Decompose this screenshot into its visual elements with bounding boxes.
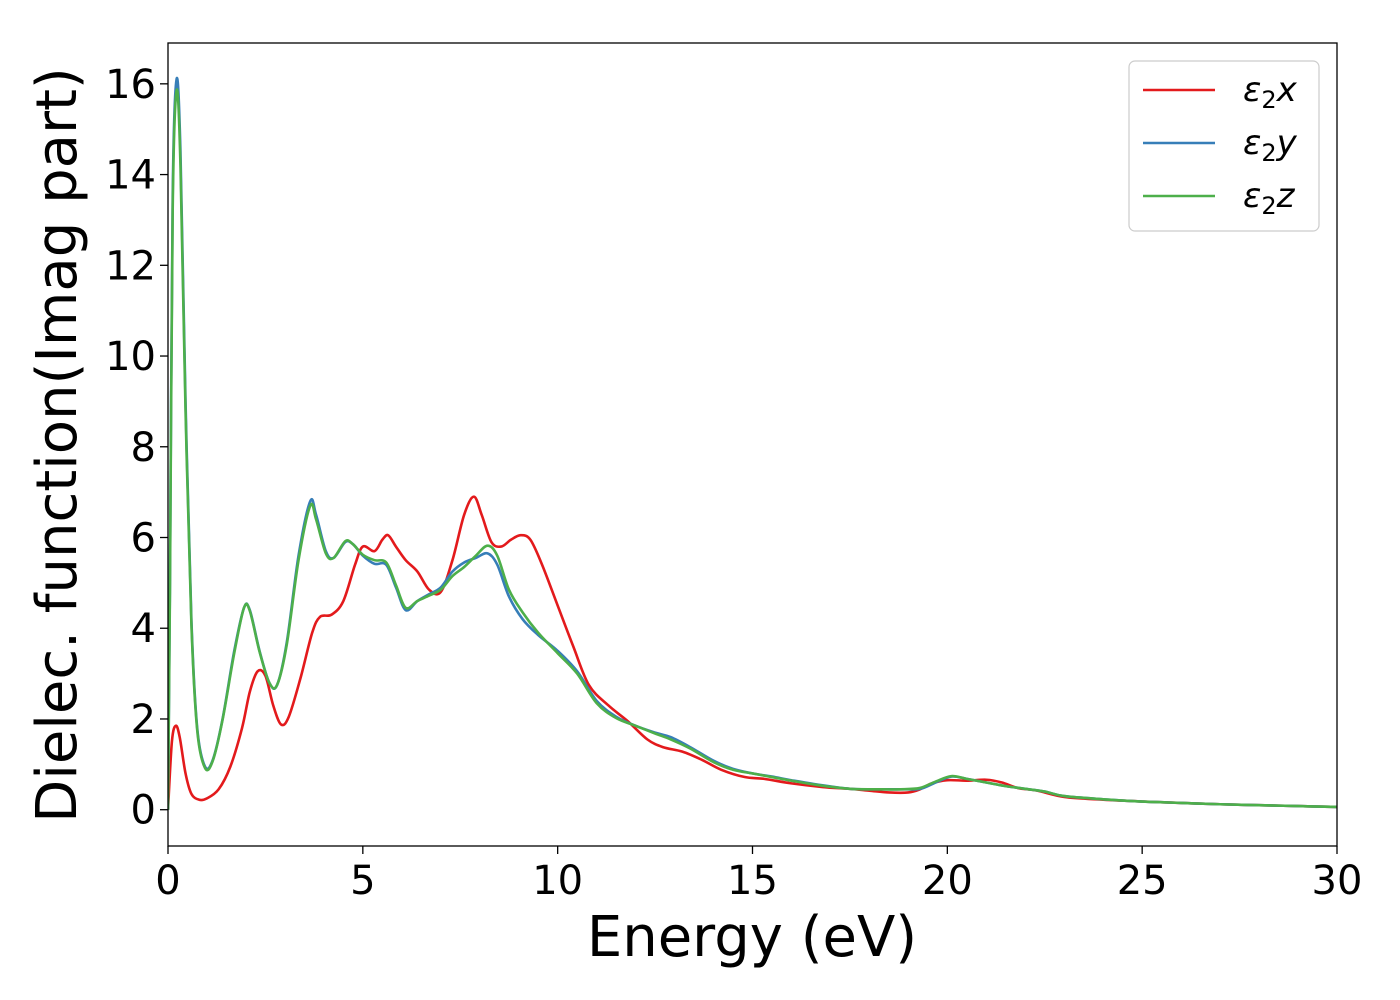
y-tick-label: 4 <box>131 606 156 652</box>
legend-box <box>1128 60 1320 232</box>
y-tick-label: 2 <box>131 697 156 743</box>
legend-label-epsilon2y: ε2y <box>1243 123 1298 167</box>
x-tick-label: 25 <box>1117 858 1168 904</box>
y-tick-label: 0 <box>131 788 156 834</box>
y-tick-label: 10 <box>105 334 156 380</box>
series-line-epsilon2x <box>168 495 1337 810</box>
x-axis-ticks: 0 5 10 15 20 25 30 <box>155 846 1362 904</box>
x-tick-label: 0 <box>155 858 180 904</box>
legend: ε2x ε2y ε2z <box>1128 60 1320 232</box>
y-tick-label: 12 <box>105 243 156 289</box>
x-tick-label: 30 <box>1312 858 1363 904</box>
legend-label-epsilon2x: ε2x <box>1243 70 1298 114</box>
legend-items: ε2x ε2y ε2z <box>1143 70 1298 220</box>
x-axis-title: Energy (eV) <box>587 905 917 970</box>
series-line-epsilon2z <box>168 88 1337 810</box>
series-layer <box>168 76 1337 810</box>
y-tick-label: 14 <box>105 153 156 199</box>
x-tick-label: 10 <box>532 858 583 904</box>
legend-label-epsilon2z: ε2z <box>1243 176 1296 220</box>
x-tick-label: 15 <box>727 858 778 904</box>
y-tick-label: 6 <box>131 516 156 562</box>
y-axis-ticks: 0 2 4 6 8 10 12 14 16 <box>105 62 168 834</box>
y-tick-label: 16 <box>105 62 156 108</box>
x-tick-label: 5 <box>350 858 375 904</box>
y-tick-label: 8 <box>131 425 156 471</box>
x-tick-label: 20 <box>922 858 973 904</box>
y-axis-title: Dielec. function(Imag part) <box>25 67 90 823</box>
